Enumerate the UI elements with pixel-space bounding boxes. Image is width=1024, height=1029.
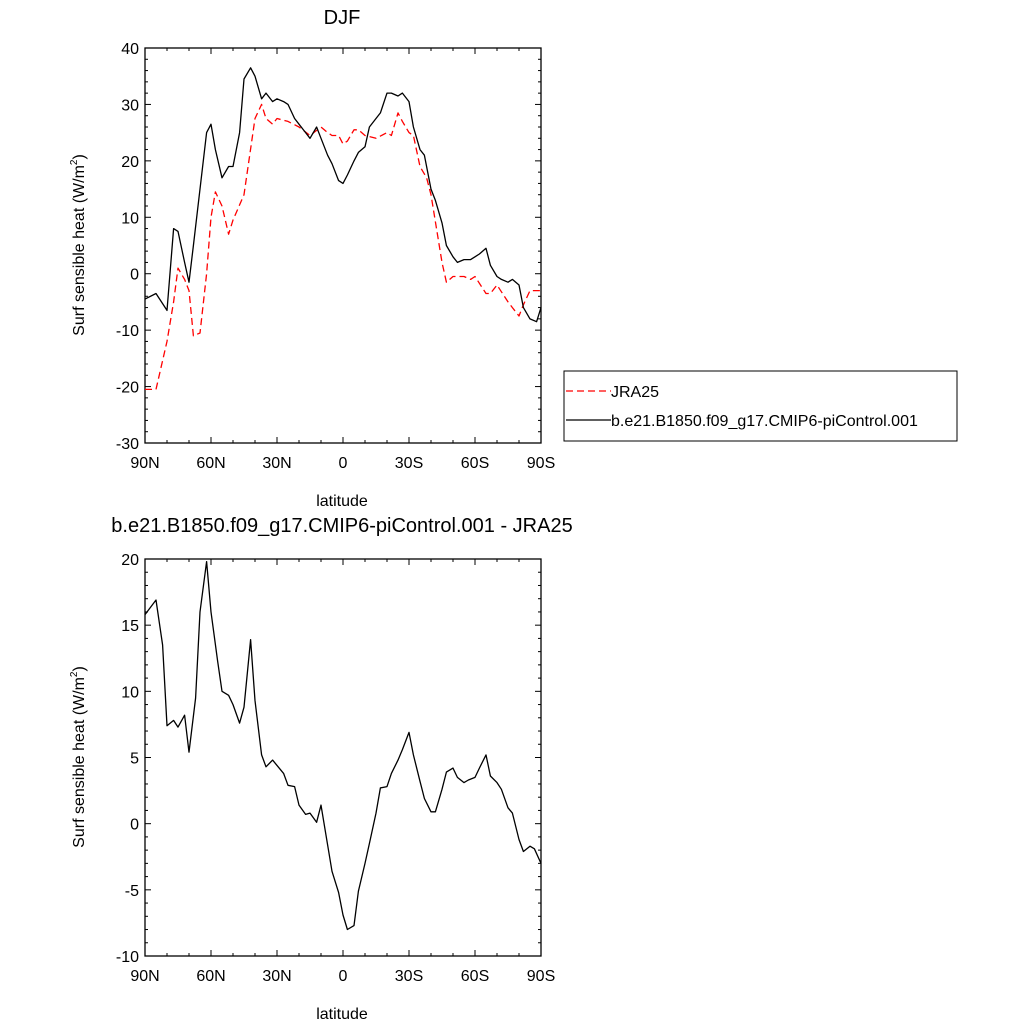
bottom-x-axis-label: latitude: [316, 1006, 368, 1023]
legend-item-jra25: JRA25: [566, 384, 659, 401]
top-y-tick-label: -20: [116, 380, 139, 397]
top-y-tick-label: 20: [121, 154, 139, 171]
bottom-y-tick-label: 0: [130, 817, 139, 834]
bottom-y-tick-label: 20: [121, 552, 139, 569]
top-title: DJF: [324, 7, 361, 29]
top-series: [144, 67, 542, 391]
bottom-x-tick-label: 30S: [395, 968, 423, 985]
bottom-x-tick-label: 90N: [130, 968, 159, 985]
top-y-tick-label: -30: [116, 436, 139, 453]
top-x-tick-label: 0: [339, 455, 348, 472]
bottom-series-line-0: [144, 560, 542, 931]
bottom-y-tick-label: -5: [125, 883, 139, 900]
legend-item-model: b.e21.B1850.f09_g17.CMIP6-piControl.001: [566, 413, 918, 430]
top-x-tick-label: 90N: [130, 455, 159, 472]
bottom-y-tick-label: -10: [116, 949, 139, 966]
top-x-tick-label: 60S: [461, 455, 489, 472]
top-y-axis-label: Surf sensible heat (W/m2): [69, 154, 88, 336]
top-x-tick-label: 90S: [527, 455, 555, 472]
top-y-tick-label: 30: [121, 97, 139, 114]
top-x-tick-label: 30S: [395, 455, 423, 472]
legend-label-model: b.e21.B1850.f09_g17.CMIP6-piControl.001: [611, 413, 918, 430]
bottom-plot-frame: [144, 558, 542, 957]
top-x-axis-label: latitude: [316, 493, 368, 510]
bottom-x-tick-label: 60S: [461, 968, 489, 985]
legend-box: [563, 370, 958, 442]
legend: JRA25 b.e21.B1850.f09_g17.CMIP6-piContro…: [563, 370, 958, 442]
top-y-tick-label: -10: [116, 323, 139, 340]
bottom-x-tick-label: 30N: [262, 968, 291, 985]
bottom-y-ticks: 20 15 10 5 0 -5 -10: [116, 552, 541, 966]
bottom-x-ticks: 90N 60N 30N 0 30S 60S 90S: [130, 559, 555, 985]
top-y-ticks: 40 30 20 10 0 -10 -20 -30: [116, 41, 541, 453]
bottom-panel: b.e21.B1850.f09_g17.CMIP6-piControl.001 …: [69, 515, 573, 1023]
bottom-y-tick-label: 15: [121, 618, 139, 635]
top-y-tick-label: 0: [130, 267, 139, 284]
top-series-line-1: [144, 67, 542, 323]
bottom-y-axis-label: Surf sensible heat (W/m2): [69, 666, 88, 848]
bottom-series: [144, 560, 542, 931]
legend-label-jra25: JRA25: [611, 384, 659, 401]
top-plot-frame: [144, 47, 542, 444]
bottom-x-tick-label: 0: [339, 968, 348, 985]
top-x-tick-label: 60N: [196, 455, 225, 472]
bottom-y-tick-label: 10: [121, 684, 139, 701]
bottom-y-tick-label: 5: [130, 751, 139, 768]
top-y-tick-label: 10: [121, 210, 139, 227]
top-x-tick-label: 30N: [262, 455, 291, 472]
top-x-ticks: 90N 60N 30N 0 30S 60S 90S: [130, 48, 555, 472]
bottom-x-tick-label: 60N: [196, 968, 225, 985]
bottom-x-tick-label: 90S: [527, 968, 555, 985]
bottom-title: b.e21.B1850.f09_g17.CMIP6-piControl.001 …: [111, 515, 572, 537]
top-y-tick-label: 40: [121, 41, 139, 58]
